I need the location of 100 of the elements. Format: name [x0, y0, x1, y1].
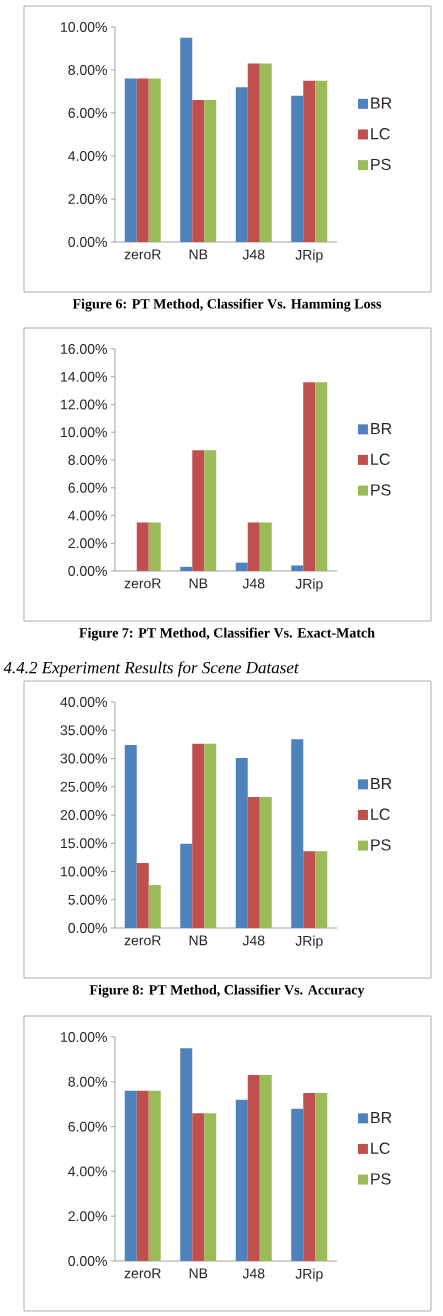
bar — [136, 78, 149, 243]
legend-label: BR — [371, 1112, 392, 1124]
bar — [204, 1113, 217, 1261]
bar — [192, 100, 205, 243]
x-tick-label: J48 — [242, 1268, 265, 1279]
legend-label: PS — [371, 484, 391, 496]
y-tick-label: 10.00% — [61, 22, 107, 32]
legend-label: PS — [371, 1173, 391, 1185]
legend-label: LC — [371, 453, 390, 465]
bar — [303, 80, 316, 243]
bar — [192, 1113, 205, 1261]
bar — [247, 1075, 260, 1261]
x-tick-label: J48 — [242, 578, 265, 589]
bar — [259, 796, 272, 929]
bar — [136, 522, 149, 572]
x-tick-label: NB — [189, 935, 208, 946]
x-tick-label: NB — [189, 1268, 208, 1279]
bar — [303, 1093, 316, 1261]
bar — [204, 100, 217, 243]
y-tick-label: 40.00% — [60, 697, 107, 707]
y-tick-label: 6.00% — [68, 108, 107, 118]
y-tick-label: 8.00% — [68, 455, 107, 465]
x-tick-label: JRip — [295, 578, 323, 592]
x-tick-label: JRip — [295, 935, 323, 949]
x-tick-label: JRip — [295, 249, 323, 263]
bar — [124, 78, 137, 243]
y-tick-label: 10.00% — [61, 427, 107, 438]
bar — [303, 382, 316, 572]
bar — [148, 522, 161, 572]
bar — [204, 450, 217, 572]
x-tick-label: zeroR — [124, 578, 161, 589]
legend-label: LC — [371, 1142, 390, 1154]
y-tick-label: 2.00% — [68, 194, 107, 204]
y-tick-label: 8.00% — [68, 1076, 107, 1087]
caption: Figure 7: PT Method, Classifier Vs. Exact-Match — [79, 627, 375, 641]
bar — [247, 63, 260, 243]
y-tick-label: 6.00% — [68, 1121, 107, 1132]
bar — [291, 1108, 304, 1261]
bar — [192, 743, 205, 929]
bar — [180, 843, 193, 929]
y-tick-label: 5.00% — [68, 894, 107, 905]
legend-label: PS — [371, 158, 391, 171]
bar — [180, 1048, 193, 1261]
bar — [148, 78, 161, 243]
bar — [259, 1075, 272, 1261]
bar — [136, 1090, 149, 1261]
y-tick-label: 4.00% — [68, 510, 107, 521]
bar — [291, 95, 304, 243]
x-tick-label: J48 — [242, 249, 265, 260]
y-tick-label: 10.00% — [61, 1032, 107, 1042]
bar — [315, 851, 328, 929]
y-tick-label: 6.00% — [68, 482, 107, 493]
bar — [259, 522, 272, 572]
y-tick-label: 25.00% — [60, 781, 107, 792]
legend-label: LC — [371, 808, 390, 820]
bar — [235, 757, 248, 929]
y-tick-label: 12.00% — [61, 399, 107, 410]
legend-label: BR — [371, 97, 392, 109]
bar — [204, 743, 217, 929]
bar — [136, 863, 149, 929]
bar — [291, 739, 304, 929]
y-tick-label: 16.00% — [61, 344, 107, 354]
x-tick-label: JRip — [295, 1268, 323, 1282]
bar — [315, 80, 328, 243]
caption: Figure 6: PT Method, Classifier Vs. Hamming Loss — [72, 298, 382, 312]
y-tick-label: 0.00% — [68, 923, 107, 933]
chart-title: 4.4.2 Experiment Results for Scene Dataset — [3, 661, 299, 677]
caption: Figure 8: PT Method, Classifier Vs. Accuracy — [89, 984, 365, 998]
x-tick-label: J48 — [242, 935, 265, 946]
bar — [235, 562, 248, 572]
bar — [259, 63, 272, 243]
y-tick-label: 20.00% — [60, 810, 107, 820]
legend-label: PS — [371, 839, 391, 851]
y-tick-label: 4.00% — [68, 151, 107, 161]
y-tick-label: 0.00% — [68, 566, 107, 576]
bar — [291, 565, 304, 572]
bar — [235, 1099, 248, 1261]
bar — [303, 851, 316, 929]
bar — [315, 382, 328, 572]
bar — [180, 566, 193, 572]
bar — [148, 885, 161, 929]
bar — [247, 522, 260, 572]
y-tick-label: 10.00% — [61, 866, 107, 877]
legend-label: LC — [371, 128, 390, 140]
legend-label: BR — [371, 423, 392, 435]
bar — [235, 87, 248, 243]
y-tick-label: 35.00% — [60, 725, 107, 736]
bar — [247, 796, 260, 929]
bar — [148, 1090, 161, 1261]
y-tick-label: 8.00% — [68, 65, 107, 75]
x-tick-label: zeroR — [124, 1268, 161, 1279]
x-tick-label: zeroR — [124, 935, 161, 946]
y-tick-label: 0.00% — [68, 1256, 107, 1266]
y-tick-label: 4.00% — [68, 1166, 107, 1177]
y-tick-label: 2.00% — [68, 538, 107, 549]
y-tick-label: 30.00% — [60, 753, 107, 764]
x-tick-label: NB — [189, 578, 208, 589]
bar — [180, 37, 193, 243]
x-tick-label: NB — [189, 249, 208, 260]
x-tick-label: zeroR — [124, 249, 161, 260]
